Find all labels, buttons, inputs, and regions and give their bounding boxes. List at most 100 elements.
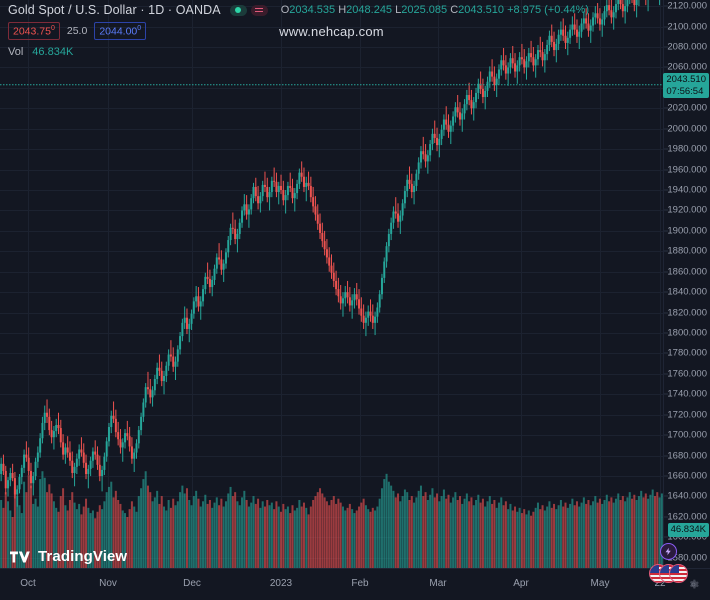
candle-body [426, 155, 429, 162]
volume-bar [247, 506, 250, 568]
price-tick-label: 2100.000 [667, 21, 707, 33]
candle-body [130, 446, 133, 459]
candle-body [280, 185, 283, 191]
bid-price-box[interactable]: 2043.750 [8, 22, 60, 40]
candle-body [486, 81, 489, 91]
candle-body [41, 422, 44, 439]
volume-bar [57, 511, 60, 568]
candle-body [160, 370, 163, 382]
volume-bar [640, 490, 643, 568]
price-tick-label: 1600.000 [667, 531, 707, 543]
volume-bar [374, 510, 377, 568]
volume-bar [36, 506, 39, 568]
volume-bar [163, 506, 166, 568]
volume-bar [530, 515, 533, 568]
current-price-tag: 2043.510 07:56:54 [663, 73, 709, 99]
candle-body [50, 430, 53, 438]
volume-bar [190, 505, 193, 568]
candle-body [571, 24, 574, 30]
candle-body [530, 53, 533, 58]
volume-bar [468, 501, 471, 568]
chart-plot-area[interactable] [0, 0, 663, 568]
volume-bar [488, 496, 491, 568]
candle-body [633, 0, 636, 6]
volume-bar [234, 492, 237, 568]
time-axis[interactable]: Oct Nov Dec 2023 Feb Mar Apr May 22 [0, 568, 710, 600]
market-open-badge[interactable] [229, 4, 247, 16]
candle-body [364, 317, 367, 323]
volume-bar [112, 497, 115, 568]
candle-body [371, 315, 374, 323]
candle-body [497, 69, 500, 79]
volume-bar [335, 503, 338, 568]
volume-bar [68, 500, 71, 568]
candle-body [82, 452, 85, 463]
volume-bar [470, 497, 473, 568]
candle-body [73, 466, 76, 473]
volume-bar [348, 503, 351, 568]
volume-bar [413, 502, 416, 568]
volume-bar [532, 511, 535, 568]
symbol-title[interactable]: Gold Spot / U.S. Dollar · 1D · OANDA [8, 3, 221, 17]
price-tick-mark [664, 5, 668, 7]
candle-body [224, 252, 227, 264]
candle-body [557, 34, 560, 44]
candle-body [475, 92, 478, 103]
price-tick-mark [664, 148, 668, 150]
candle-body [128, 436, 131, 447]
price-tick-mark [664, 46, 668, 48]
price-axis[interactable]: 2043.510 07:56:54 46.834K 2120.000 2100.0… [663, 0, 710, 568]
candle-body [314, 206, 317, 215]
change-percent: (+0.44%) [544, 4, 590, 16]
volume-bar [13, 486, 16, 568]
volume-bar [4, 492, 7, 568]
tradingview-logo-text: TradingView [38, 548, 128, 565]
volume-bar [360, 502, 363, 568]
candle-body [144, 387, 147, 403]
volume-bar [252, 496, 255, 568]
candle-body [495, 78, 498, 85]
candle-body [575, 29, 578, 37]
volume-bar [589, 505, 592, 568]
candle-body [401, 203, 404, 216]
volume-bar [268, 505, 271, 568]
candle-body [190, 313, 193, 324]
ohlc-values: O2034.535 H2048.245 L2025.085 C2043.510 … [281, 4, 589, 16]
volume-bar [566, 507, 569, 568]
volume-bar [270, 502, 273, 568]
volume-bar [534, 507, 537, 568]
volume-bar [124, 513, 127, 568]
data-source-badge[interactable] [250, 4, 268, 16]
volume-bar [344, 510, 347, 568]
volume-bar [610, 497, 613, 568]
volume-bar [433, 497, 436, 568]
price-tick-label: 2020.000 [667, 102, 707, 114]
lightning-bolt-icon[interactable] [660, 543, 677, 560]
gear-icon[interactable] [687, 578, 700, 591]
volume-bar [78, 503, 81, 568]
volume-bar [445, 498, 448, 568]
volume-bar [507, 509, 510, 568]
volume-bar [644, 493, 647, 568]
volume-bar [291, 505, 294, 568]
volume-label[interactable]: Vol [8, 45, 24, 58]
candle-body [358, 299, 361, 309]
flag-badge-us-3[interactable] [669, 564, 688, 583]
volume-bar [179, 492, 182, 568]
candle-body [472, 102, 475, 109]
tradingview-logo[interactable]: TradingView [10, 548, 127, 565]
volume-bar [617, 493, 620, 568]
ask-price-box[interactable]: 2044.000 [94, 22, 147, 40]
candle-body [114, 418, 117, 433]
volume-bar [321, 493, 324, 568]
volume-bar [199, 506, 202, 568]
candle-body [592, 17, 595, 26]
price-tick-label: 2120.000 [667, 0, 707, 12]
economic-events-flags[interactable] [649, 564, 688, 583]
price-tick-mark [664, 189, 668, 191]
volume-bar [417, 490, 420, 568]
candle-body [424, 154, 427, 162]
price-tick-mark [664, 393, 668, 395]
volume-bar [195, 490, 198, 568]
price-tick-mark [664, 516, 668, 518]
